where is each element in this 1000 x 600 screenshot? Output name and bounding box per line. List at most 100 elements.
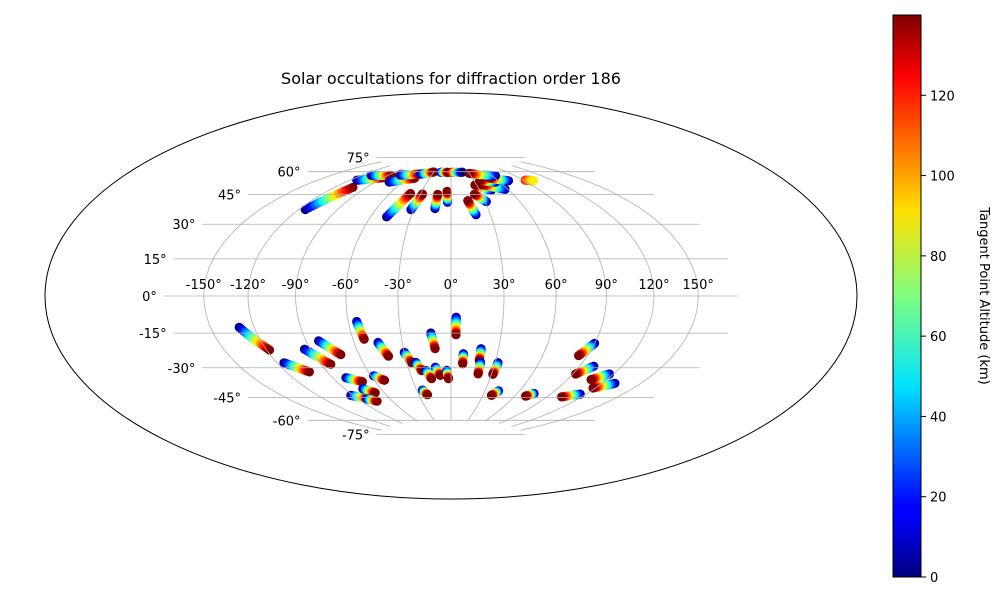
meridian-gridline	[295, 168, 403, 424]
lon-tick-label: 120°	[638, 278, 669, 293]
track-point	[557, 392, 567, 402]
longitude-tick-labels: -150° -120° -90° -60° -30° 0° 30° 60° 90° 120° 150…	[186, 278, 714, 293]
track-point	[435, 370, 445, 380]
occultation-track	[300, 182, 358, 215]
map-graticule	[44, 92, 858, 500]
track-point	[588, 383, 598, 393]
track-point	[473, 369, 483, 379]
lat-tick-label: -75°	[342, 429, 370, 444]
meridian-gridline	[397, 171, 435, 421]
meridian-gridline	[467, 171, 505, 421]
occultation-track	[314, 336, 346, 360]
track-point	[427, 374, 437, 384]
map-boundary	[44, 92, 858, 500]
track-point	[359, 334, 369, 344]
occultation-track	[520, 175, 539, 186]
lon-tick-label: -60°	[332, 278, 360, 293]
lon-tick-label: -90°	[282, 278, 310, 293]
track-point	[528, 176, 539, 186]
colorbar-tick-label: 60	[930, 330, 947, 345]
colorbar-label: Tangent Point Altitude (km)	[976, 206, 991, 384]
lat-tick-label: 0°	[142, 290, 157, 305]
track-point	[264, 345, 275, 355]
lat-tick-label: 60°	[277, 166, 300, 181]
track-point	[357, 377, 367, 387]
occultation-track	[458, 349, 468, 369]
lon-tick-label: 0°	[444, 278, 459, 293]
occultation-track	[521, 388, 539, 401]
colorbar-tick-label: 40	[930, 410, 947, 425]
track-point	[405, 188, 416, 199]
track-point	[326, 359, 336, 369]
occultation-track	[341, 373, 367, 387]
chart-title: Solar occultations for diffraction order…	[281, 69, 621, 88]
occultation-track	[486, 386, 504, 400]
lat-tick-label: -45°	[213, 392, 241, 407]
track-point	[521, 391, 531, 401]
occultation-tracks	[234, 167, 620, 406]
meridian-gridline	[520, 161, 699, 431]
track-point	[458, 359, 468, 369]
track-point	[336, 350, 346, 360]
track-point	[379, 375, 390, 385]
lat-tick-label: 30°	[172, 218, 195, 233]
lon-tick-label: 30°	[492, 278, 515, 293]
track-point	[451, 330, 461, 340]
occultation-track	[416, 167, 439, 179]
lat-tick-label: 75°	[347, 151, 370, 166]
occultation-track	[417, 385, 433, 400]
lat-tick-label: -30°	[168, 362, 196, 377]
colorbar: 0 20 40 60 80 100 120 Tangent Point Altitude (…	[892, 14, 991, 586]
occultation-track	[430, 362, 445, 380]
track-point	[443, 374, 453, 384]
meridian-gridline	[511, 165, 655, 427]
occultation-track	[442, 365, 453, 384]
lon-tick-label: -30°	[384, 278, 412, 293]
track-point	[348, 182, 358, 192]
lon-tick-label: -150°	[186, 278, 222, 293]
track-point	[442, 186, 452, 196]
lat-tick-label: 45°	[218, 189, 241, 204]
track-point	[383, 351, 394, 361]
colorbar-tick-label: 80	[930, 250, 947, 265]
occultation-track	[426, 328, 440, 354]
occultation-track	[369, 371, 390, 385]
occultation-track	[430, 189, 443, 214]
track-point	[422, 390, 433, 400]
meridian-gridline	[499, 168, 607, 424]
occultation-track	[362, 394, 382, 406]
track-point	[486, 390, 496, 400]
occultation-track	[557, 389, 585, 402]
track-point	[430, 344, 440, 354]
track-point	[304, 367, 314, 377]
colorbar-gradient	[892, 14, 922, 578]
occultation-track	[421, 366, 437, 384]
occultation-track	[574, 338, 600, 361]
lat-tick-label: -15°	[139, 327, 167, 342]
occultation-track	[358, 384, 380, 398]
occultation-track	[463, 196, 481, 220]
track-point	[586, 375, 596, 385]
meridian-gridline	[484, 170, 557, 422]
track-point	[417, 189, 428, 199]
track-point	[372, 396, 382, 406]
meridian-gridline	[247, 165, 391, 427]
track-point	[463, 196, 473, 206]
meridian-gridline	[345, 170, 418, 422]
track-point	[574, 351, 584, 361]
occultation-track	[406, 189, 428, 215]
colorbar-tick-label: 100	[930, 170, 955, 185]
lon-tick-label: -120°	[230, 278, 266, 293]
latitude-tick-labels: -75° -60° -45° -30° -15° 0° 15° 30° 45° 60° 75°	[139, 151, 370, 443]
occultation-track	[373, 337, 394, 361]
colorbar-ticks: 0 20 40 60 80 100 120	[921, 89, 955, 586]
lon-tick-label: 150°	[683, 278, 714, 293]
occultation-track	[451, 312, 461, 340]
colorbar-tick-label: 0	[930, 571, 938, 586]
track-point	[571, 369, 581, 379]
colorbar-tick-label: 120	[930, 89, 955, 104]
occultation-track	[446, 167, 468, 177]
meridian-gridline	[203, 161, 382, 431]
occultation-track	[586, 369, 615, 385]
